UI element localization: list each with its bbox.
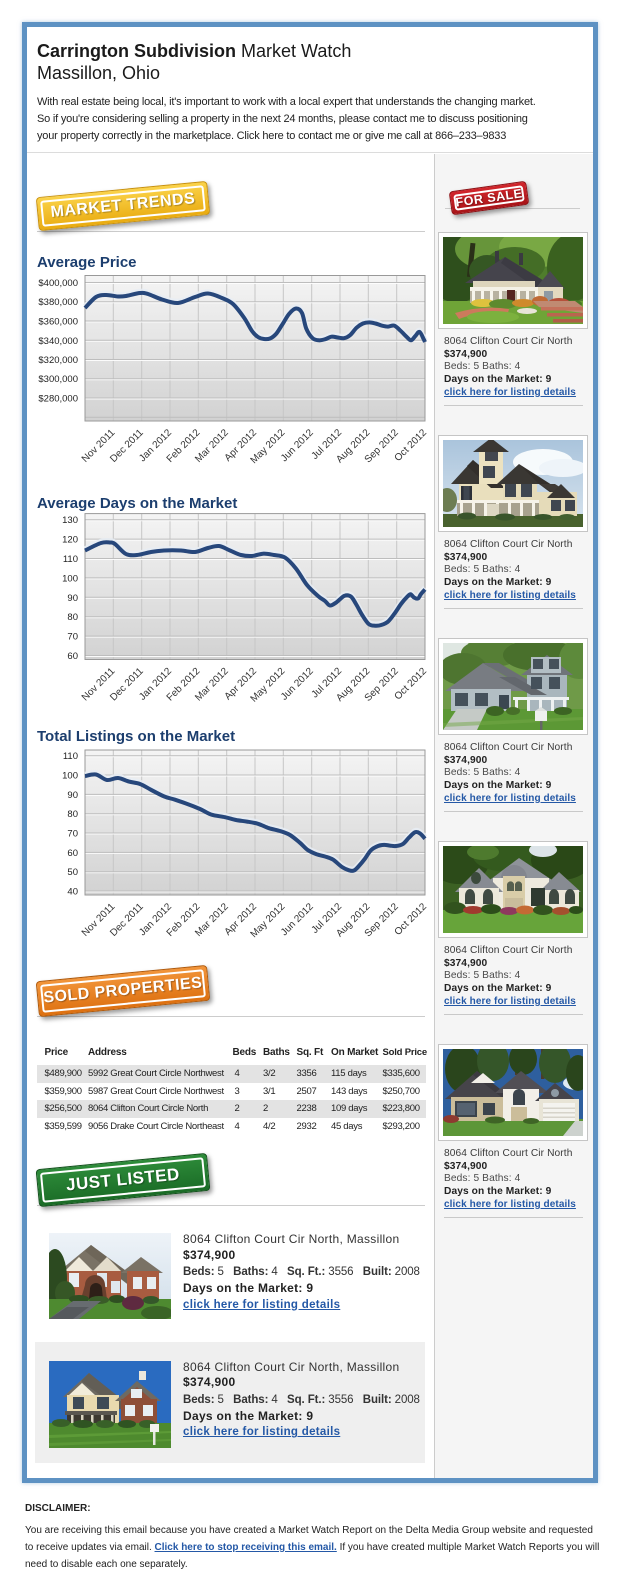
svg-text:$400,000: $400,000	[38, 278, 78, 289]
svg-text:$380,000: $380,000	[38, 297, 78, 308]
svg-text:40: 40	[67, 887, 78, 898]
svg-text:70: 70	[67, 829, 78, 840]
svg-text:110: 110	[63, 751, 78, 762]
svg-text:130: 130	[62, 515, 78, 526]
svg-text:$340,000: $340,000	[38, 336, 78, 347]
svg-text:$360,000: $360,000	[38, 317, 78, 328]
svg-text:120: 120	[62, 535, 78, 546]
svg-text:90: 90	[67, 790, 78, 801]
svg-text:$280,000: $280,000	[38, 394, 78, 405]
svg-text:110: 110	[63, 554, 78, 565]
svg-text:80: 80	[67, 809, 78, 820]
svg-text:100: 100	[62, 573, 78, 584]
svg-text:60: 60	[67, 848, 78, 859]
svg-text:$320,000: $320,000	[38, 355, 78, 366]
svg-text:50: 50	[67, 867, 78, 878]
svg-text:70: 70	[67, 632, 78, 643]
svg-text:60: 60	[67, 651, 78, 662]
svg-text:90: 90	[67, 593, 78, 604]
svg-text:$300,000: $300,000	[38, 374, 78, 385]
svg-text:80: 80	[67, 612, 78, 623]
svg-text:100: 100	[62, 771, 78, 782]
